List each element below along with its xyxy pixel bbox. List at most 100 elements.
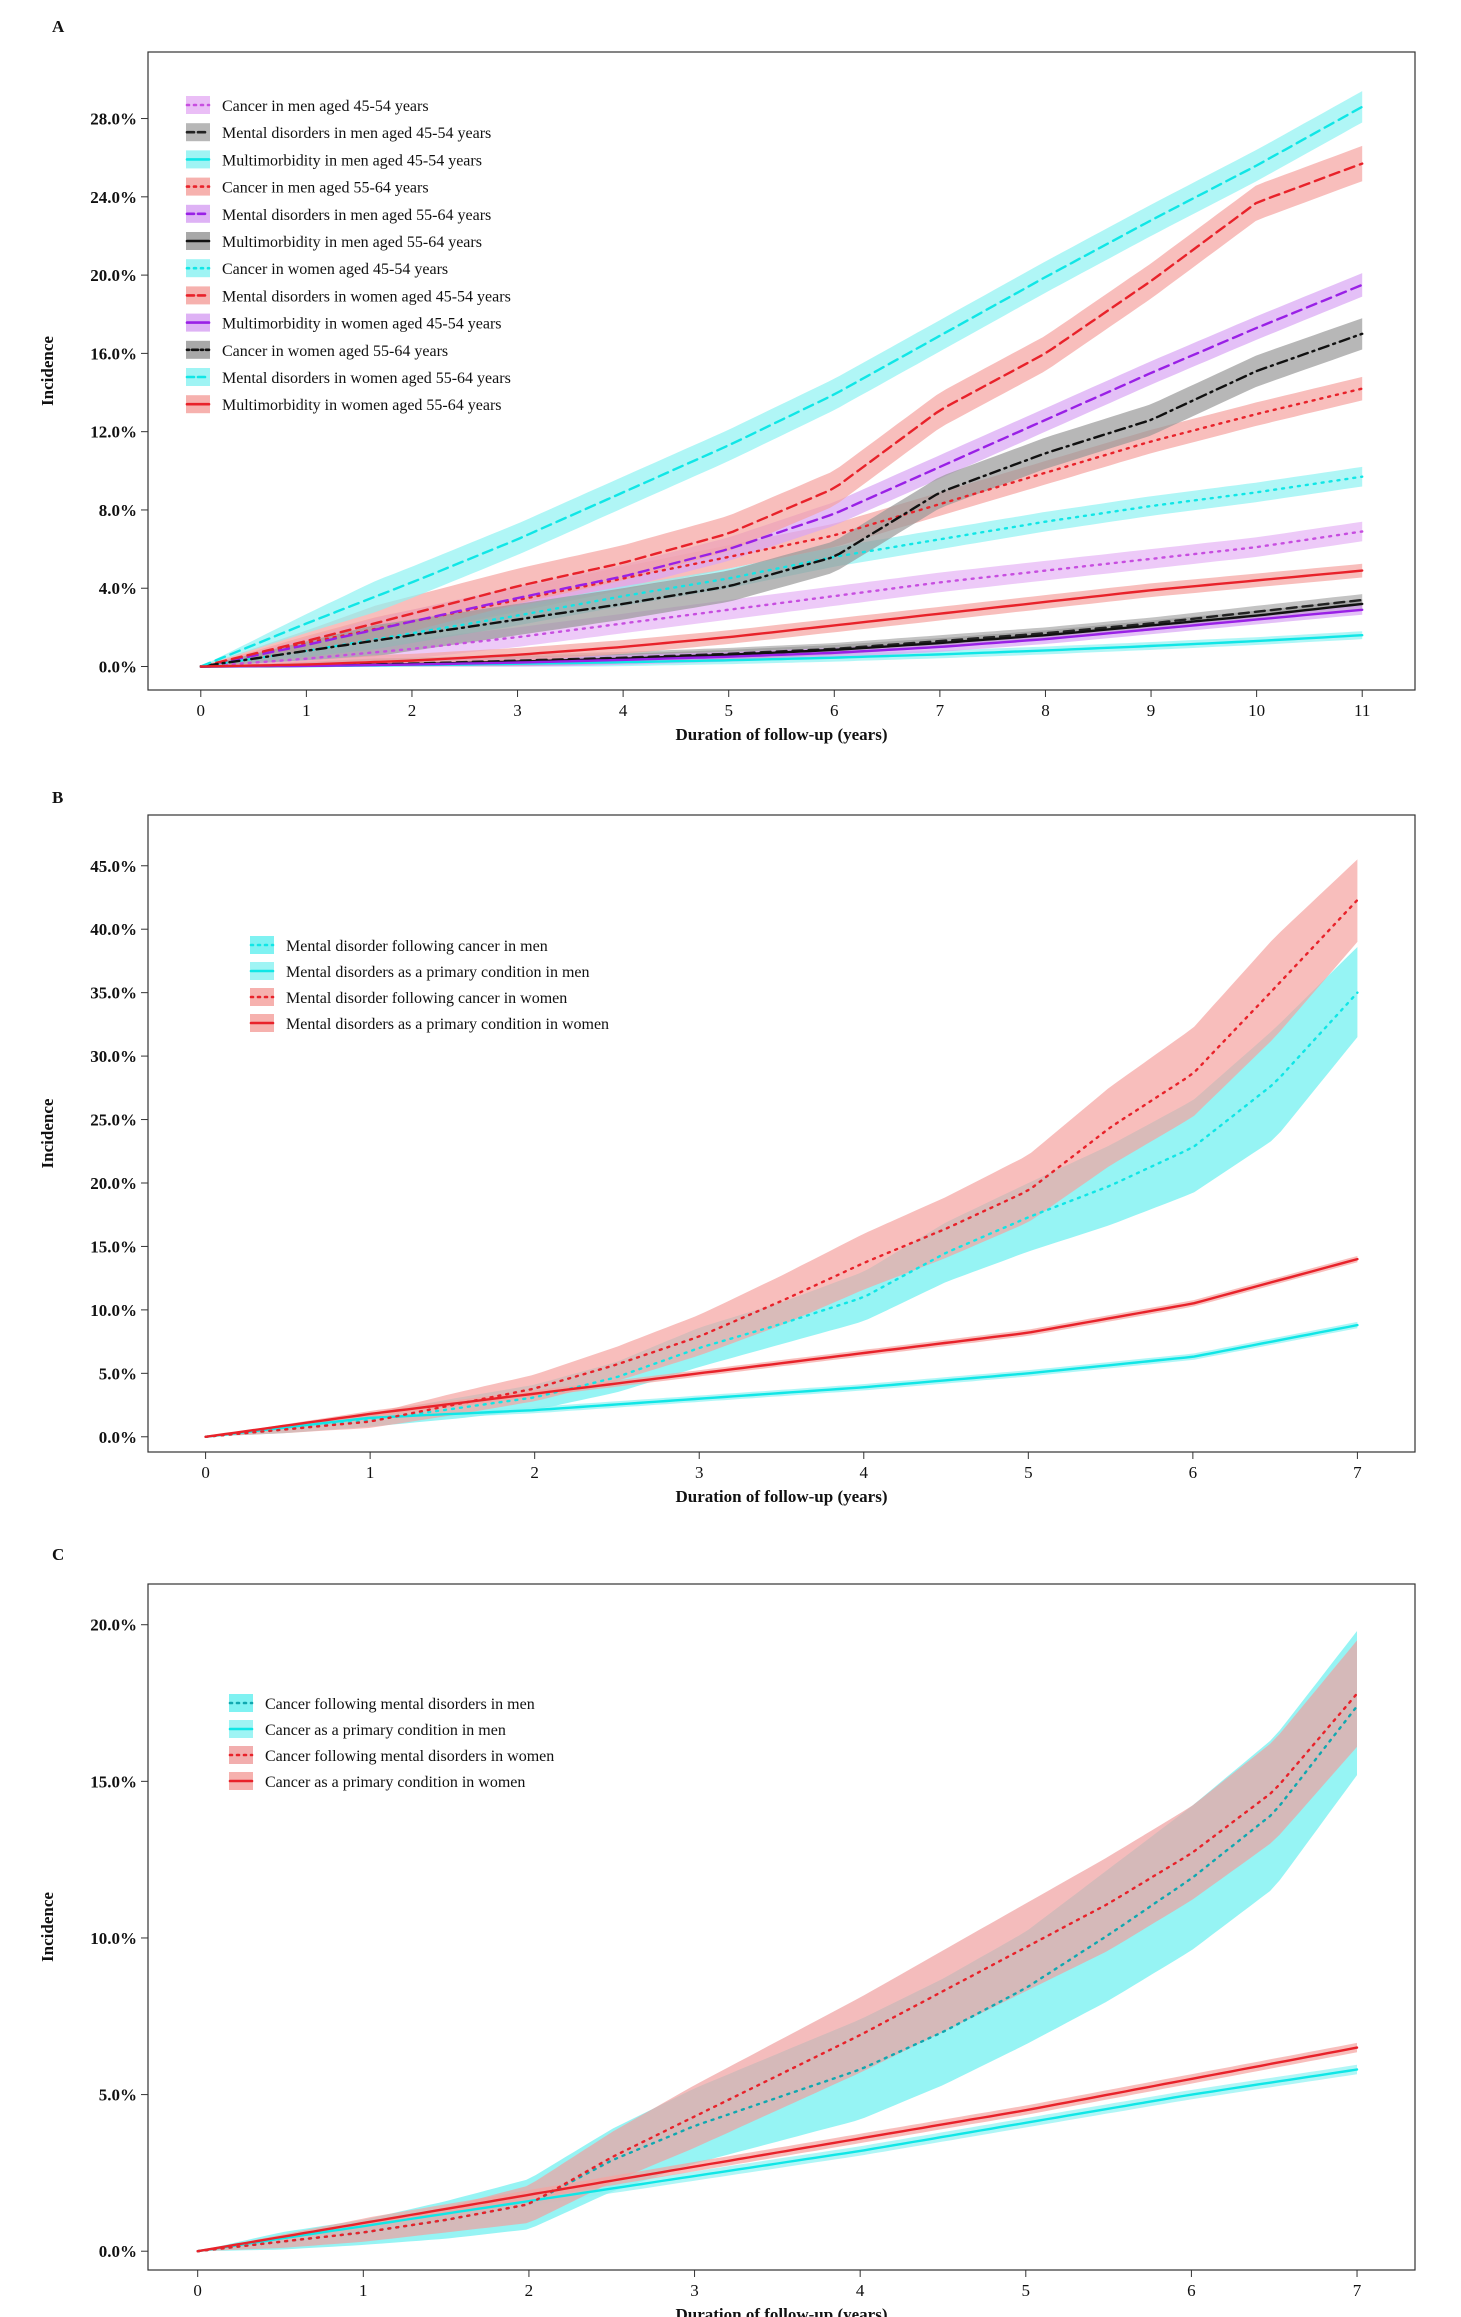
legend-label: Mental disorder following cancer in wome… — [286, 990, 567, 1007]
x-tick-label: 5 — [724, 701, 733, 720]
x-tick-label: 3 — [690, 2281, 699, 2300]
legend-label: Mental disorders in women aged 55-64 yea… — [222, 370, 511, 387]
y-tick-label: 16.0% — [90, 344, 137, 363]
y-tick-label: 15.0% — [90, 1772, 137, 1791]
y-tick-label: 15.0% — [90, 1237, 137, 1256]
y-tick-label: 5.0% — [99, 2086, 137, 2105]
legend-key-band — [250, 936, 274, 954]
series-line-3 — [204, 898, 1359, 1438]
y-tick-label: 20.0% — [90, 1174, 137, 1193]
legend-label: Mental disorders in men aged 55-64 years — [222, 207, 491, 224]
x-tick-label: 8 — [1041, 701, 1050, 720]
ci-band-series-4 — [205, 1256, 1358, 1437]
y-tick-label: 10.0% — [90, 1301, 137, 1320]
y-tick-label: 10.0% — [90, 1929, 137, 1948]
legend-label: Cancer in women aged 45-54 years — [222, 261, 448, 278]
legend-label: Mental disorders as a primary condition … — [286, 1016, 609, 1033]
ci-band-series-1 — [205, 947, 1358, 1437]
x-tick-label: 0 — [193, 2281, 202, 2300]
legend-label: Multimorbidity in women aged 45-54 years — [222, 316, 502, 333]
legend-label: Multimorbidity in women aged 55-64 years — [222, 397, 502, 414]
x-tick-label: 4 — [860, 1463, 869, 1482]
ci-band-series-4 — [197, 2042, 1358, 2252]
legend-label: Mental disorders in women aged 45-54 yea… — [222, 288, 511, 305]
y-axis-title: Incidence — [38, 1892, 57, 1962]
series-line-8 — [199, 162, 1364, 668]
series-line-4 — [204, 1257, 1359, 1438]
plot-area — [196, 1631, 1359, 2253]
y-tick-label: 45.0% — [90, 857, 137, 876]
legend-label: Cancer as a primary condition in women — [265, 1774, 525, 1791]
series-line-1 — [199, 530, 1364, 668]
x-tick-label: 5 — [1024, 1463, 1033, 1482]
series-line-2 — [196, 2068, 1359, 2253]
y-tick-label: 20.0% — [90, 1616, 137, 1635]
x-tick-label: 3 — [695, 1463, 704, 1482]
x-tick-label: 9 — [1147, 701, 1156, 720]
y-axis-title: Incidence — [38, 336, 57, 406]
y-tick-label: 24.0% — [90, 188, 137, 207]
x-tick-label: 11 — [1354, 701, 1370, 720]
panel-label: A — [52, 17, 65, 36]
chart-panel-a: A 0 1 2 3 4 5 6 7 8 9 10 11 0.0% 4.0% 8.0% 12.0% 16.0% 20.… — [38, 17, 1416, 744]
x-tick-label: 2 — [408, 701, 417, 720]
legend-label: Mental disorder following cancer in men — [286, 938, 548, 955]
x-tick-label: 6 — [830, 701, 839, 720]
series-line-12 — [199, 569, 1364, 668]
legend-key-band — [186, 177, 210, 196]
legend-key-band — [186, 259, 210, 278]
legend-label: Mental disorders as a primary condition … — [286, 964, 589, 981]
x-axis-title: Duration of follow-up (years) — [675, 725, 887, 744]
legend: Cancer following mental disorders in men… — [228, 1694, 554, 1791]
x-tick-label: 0 — [197, 701, 206, 720]
legend-key-band — [229, 1694, 253, 1712]
y-tick-label: 30.0% — [90, 1047, 137, 1066]
ci-band-series-3 — [205, 859, 1358, 1437]
y-tick-label: 5.0% — [99, 1364, 137, 1383]
x-tick-label: 4 — [619, 701, 628, 720]
x-tick-label: 2 — [525, 2281, 534, 2300]
x-tick-label: 3 — [513, 701, 522, 720]
series-line-10 — [199, 332, 1364, 668]
y-tick-label: 8.0% — [99, 501, 137, 520]
series-line-4 — [196, 2046, 1359, 2253]
legend-label: Cancer in women aged 55-64 years — [222, 343, 448, 360]
legend-key-band — [250, 988, 274, 1006]
series-line-9 — [199, 608, 1364, 668]
y-tick-label: 0.0% — [99, 658, 137, 677]
x-tick-label: 7 — [1353, 1463, 1362, 1482]
y-tick-label: 0.0% — [99, 1428, 137, 1447]
chart-panel-c: C 0 1 2 3 4 5 6 7 0.0% 5.0% 10.0% 15.0% 20.0% Duration… — [38, 1545, 1416, 2317]
legend-key-band — [186, 96, 210, 114]
legend-label: Mental disorders in men aged 45-54 years — [222, 125, 491, 142]
x-tick-label: 2 — [530, 1463, 539, 1482]
plot-area — [204, 859, 1359, 1438]
x-tick-label: 6 — [1187, 2281, 1196, 2300]
legend-label: Multimorbidity in men aged 45-54 years — [222, 152, 482, 169]
legend-label: Cancer in men aged 45-54 years — [222, 98, 429, 115]
ci-band-series-1 — [197, 1631, 1358, 2252]
series-line-11 — [199, 105, 1364, 668]
legend-key-band — [229, 1746, 253, 1764]
legend-label: Multimorbidity in men aged 55-64 years — [222, 234, 482, 251]
series-line-5 — [199, 283, 1364, 668]
legend: Mental disorder following cancer in men M… — [249, 936, 609, 1033]
legend: Cancer in men aged 45-54 years Mental dis… — [185, 96, 511, 414]
y-tick-label: 0.0% — [99, 2242, 137, 2261]
y-tick-label: 35.0% — [90, 984, 137, 1003]
legend-label: Cancer as a primary condition in men — [265, 1722, 506, 1739]
series-line-4 — [199, 387, 1364, 668]
y-tick-label: 20.0% — [90, 266, 137, 285]
legend-label: Cancer in men aged 55-64 years — [222, 180, 429, 197]
x-tick-label: 6 — [1189, 1463, 1198, 1482]
y-tick-label: 28.0% — [90, 110, 137, 129]
y-tick-label: 40.0% — [90, 920, 137, 939]
x-tick-label: 4 — [856, 2281, 865, 2300]
x-tick-label: 1 — [366, 1463, 375, 1482]
ci-band-series-8 — [200, 145, 1363, 667]
x-tick-label: 5 — [1022, 2281, 1031, 2300]
x-tick-label: 0 — [201, 1463, 210, 1482]
panel-label: C — [52, 1545, 64, 1564]
legend-label: Cancer following mental disorders in wom… — [265, 1748, 554, 1765]
